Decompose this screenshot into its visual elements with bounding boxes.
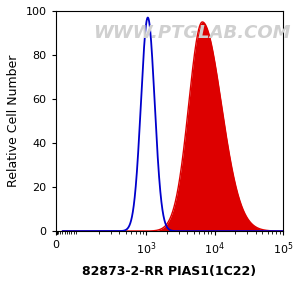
Y-axis label: Relative Cell Number: Relative Cell Number	[7, 55, 20, 187]
Text: WWW.PTGLAB.COM: WWW.PTGLAB.COM	[93, 24, 291, 42]
X-axis label: 82873-2-RR PIAS1(1C22): 82873-2-RR PIAS1(1C22)	[82, 265, 256, 278]
